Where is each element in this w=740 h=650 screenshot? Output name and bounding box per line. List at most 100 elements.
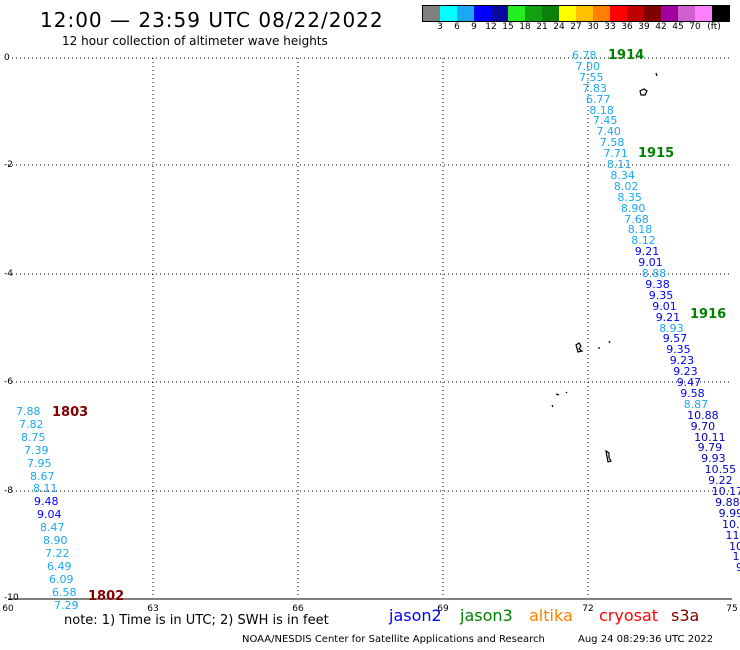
wave-height-label: 9.99 [718, 506, 740, 520]
wave-height-label: 7.95 [27, 456, 52, 470]
color-scale-label: 6 [454, 22, 460, 32]
wave-height-label: 9.93 [701, 452, 726, 466]
x-tick-label: 60 [2, 604, 14, 614]
wave-height-label: 8.67 [30, 469, 55, 483]
timestamp: Aug 24 08:29:36 UTC 2022 [578, 634, 714, 645]
pass-time-label: 1802 [88, 589, 125, 604]
wave-height-label: 7.00 [575, 59, 601, 73]
wave-height-label: 7.22 [45, 546, 70, 560]
wave-height-label: 8.11 [606, 158, 632, 171]
wave-height-label: 7.39 [24, 443, 49, 457]
color-scale-label: 70 [689, 22, 701, 32]
wave-height-label: 7.58 [599, 136, 625, 150]
wave-height-label: 8.93 [659, 321, 684, 335]
color-swatch [576, 6, 593, 21]
wave-height-label: 8.11 [33, 482, 58, 496]
color-scale-bar [422, 5, 730, 22]
y-tick-label: -8 [4, 486, 13, 496]
wave-height-label: 10 [732, 550, 740, 564]
wave-height-label: 9.01 [638, 256, 663, 270]
color-scale-label: 45 [672, 22, 684, 32]
color-scale-label: 24 [553, 22, 565, 32]
wave-height-label: 9.48 [34, 495, 59, 509]
pass-time-label: 1803 [52, 405, 89, 420]
color-scale-label: 12 [485, 22, 497, 32]
wave-height-label: 6.49 [47, 559, 72, 573]
pass-time-label: 1915 [638, 146, 675, 161]
color-swatch [661, 6, 678, 21]
color-swatch [559, 6, 576, 21]
wave-height-label: 7.83 [582, 81, 608, 95]
wave-height-label: 9 [736, 561, 740, 575]
y-tick-label: 0 [4, 53, 10, 63]
wave-height-label: 7.45 [592, 114, 618, 128]
satellite-cryosat-label: cryosat [599, 606, 659, 625]
footer-note: note: 1) Time is in UTC; 2) SWH is in fe… [64, 613, 329, 628]
wave-height-label: 9.38 [645, 277, 670, 291]
color-swatch [593, 6, 610, 21]
color-swatch [695, 6, 712, 21]
wave-height-label: 6.58 [52, 585, 77, 599]
wave-height-label: 9.58 [680, 386, 705, 400]
color-scale-label: 30 [587, 22, 599, 32]
map-title: 12:00 — 23:59 UTC 08/22/2022 [40, 8, 384, 32]
y-tick-label: -2 [4, 160, 13, 170]
x-tick-label: 69 [437, 604, 449, 614]
wave-height-label: 9.22 [708, 474, 733, 488]
wave-height-label: 9.04 [37, 508, 62, 522]
color-scale-label: 27 [570, 22, 582, 32]
island-outlines [551, 72, 658, 463]
x-tick-label: 66 [292, 604, 304, 614]
x-tick-label: 72 [582, 604, 594, 614]
color-scale-label: (ft) [707, 22, 721, 32]
wave-height-label: 9.21 [634, 245, 660, 259]
wave-height-label: 8.90 [620, 201, 646, 215]
wave-height-label: 8.12 [631, 234, 656, 248]
wave-height-label: 6.78 [572, 49, 597, 62]
x-tick-label: 63 [147, 604, 159, 614]
wave-height-label: 9.23 [669, 354, 695, 368]
wave-height-label: 10. [729, 539, 740, 553]
wave-height-label: 8.47 [40, 521, 65, 535]
wave-height-label: 9.35 [648, 288, 674, 302]
wave-height-label: 7.88 [16, 405, 41, 418]
y-tick-label: -4 [4, 269, 13, 279]
wave-height-label: 9.01 [652, 299, 677, 313]
color-swatch [491, 6, 508, 21]
grid-lines [8, 57, 732, 598]
wave-height-label: 8.35 [617, 190, 642, 204]
color-scale-label: 42 [655, 22, 667, 32]
color-swatch [610, 6, 627, 21]
color-swatch [440, 6, 457, 21]
color-scale-label: 36 [621, 22, 633, 32]
pass-time-label: 1916 [690, 307, 727, 322]
color-swatch [712, 6, 729, 21]
color-swatch [457, 6, 474, 21]
x-tick-label: 75 [726, 604, 738, 614]
wave-height-label: 9.70 [690, 419, 716, 433]
color-swatch [474, 6, 491, 21]
color-scale-label: 15 [502, 22, 514, 32]
color-scale-label: 33 [604, 22, 616, 32]
satellite-s3a-label: s3a [671, 606, 700, 625]
y-tick-label: -10 [4, 593, 19, 603]
wave-height-label: 9.23 [673, 365, 698, 379]
satellite-altika-label: altika [529, 606, 573, 625]
wave-height-label: 8.75 [21, 430, 46, 444]
wave-height-label: 9.35 [666, 343, 691, 357]
wave-height-label: 6.77 [586, 92, 611, 106]
wave-height-label: 8.90 [43, 534, 68, 547]
wave-height-label: 6.09 [49, 572, 74, 586]
pass-time-label: 1914 [608, 48, 645, 63]
wave-height-label: 9.57 [662, 332, 688, 346]
wave-height-label: 9.88 [715, 495, 740, 509]
wave-height-label: 11.2 [725, 528, 740, 542]
wave-height-label: 8.02 [613, 179, 639, 193]
wave-height-label: 7.29 [54, 598, 79, 612]
color-swatch [644, 6, 661, 21]
color-scale-label: 18 [519, 22, 531, 32]
color-swatch [627, 6, 644, 21]
y-tick-label: -6 [4, 377, 13, 387]
wave-height-label: 10.1 [722, 517, 740, 531]
